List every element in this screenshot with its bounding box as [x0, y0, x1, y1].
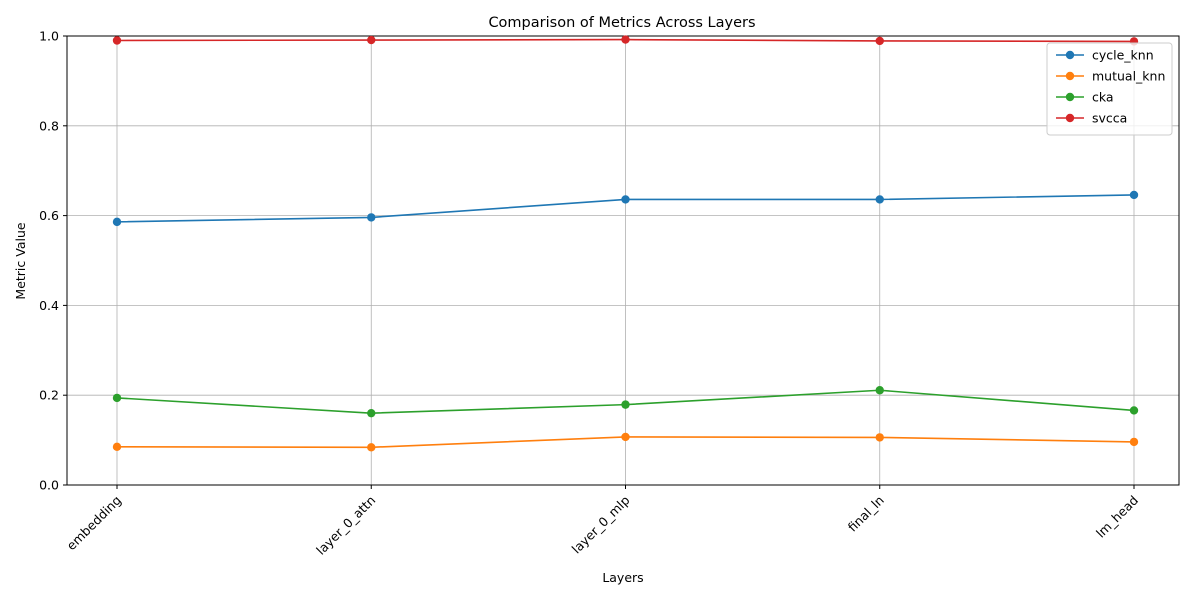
- y-tick-label: 0.8: [39, 118, 59, 133]
- y-tick-label: 1.0: [39, 29, 59, 44]
- legend-box: [1046, 42, 1173, 136]
- legend-swatch-marker: [1065, 71, 1075, 81]
- series-mutual_knn: [112, 432, 1139, 452]
- data-point: [112, 393, 122, 403]
- data-point: [367, 443, 376, 452]
- data-point: [1129, 406, 1139, 415]
- data-point: [875, 386, 884, 395]
- data-point: [112, 442, 122, 452]
- legend-label: cycle_knn: [1092, 48, 1154, 63]
- data-point: [367, 408, 376, 418]
- legend-label: mutual_knn: [1092, 69, 1165, 84]
- data-point: [112, 36, 122, 45]
- legend-swatch-marker: [1065, 113, 1075, 123]
- data-point: [1129, 190, 1139, 200]
- series-cka: [112, 386, 1139, 418]
- data-point: [367, 35, 376, 45]
- plot-frame: [66, 35, 1180, 486]
- legend-label: cka: [1092, 90, 1114, 105]
- data-point: [112, 217, 122, 227]
- data-point: [875, 36, 884, 46]
- chart-title: Comparison of Metrics Across Layers: [488, 15, 755, 31]
- y-tick-label: 0.6: [39, 208, 59, 223]
- data-series: [112, 35, 1139, 452]
- data-point: [1129, 437, 1139, 447]
- y-tick-label: 0.4: [39, 298, 59, 313]
- data-point: [875, 433, 884, 442]
- data-point: [875, 195, 884, 204]
- y-tick-label: 0.2: [39, 388, 59, 403]
- series-svcca: [112, 35, 1139, 46]
- y-axis-label: Metric Value: [13, 222, 28, 299]
- legend-swatch-marker: [1065, 50, 1075, 60]
- x-axis-label: Layers: [602, 570, 643, 585]
- legend-swatch-marker: [1065, 92, 1075, 102]
- data-point: [621, 432, 630, 442]
- data-point: [367, 213, 376, 222]
- data-point: [621, 195, 630, 204]
- series-cycle_knn: [112, 190, 1139, 227]
- data-point: [621, 400, 630, 409]
- legend-label: svcca: [1092, 111, 1127, 126]
- y-tick-label: 0.0: [39, 478, 59, 493]
- data-point: [621, 35, 630, 44]
